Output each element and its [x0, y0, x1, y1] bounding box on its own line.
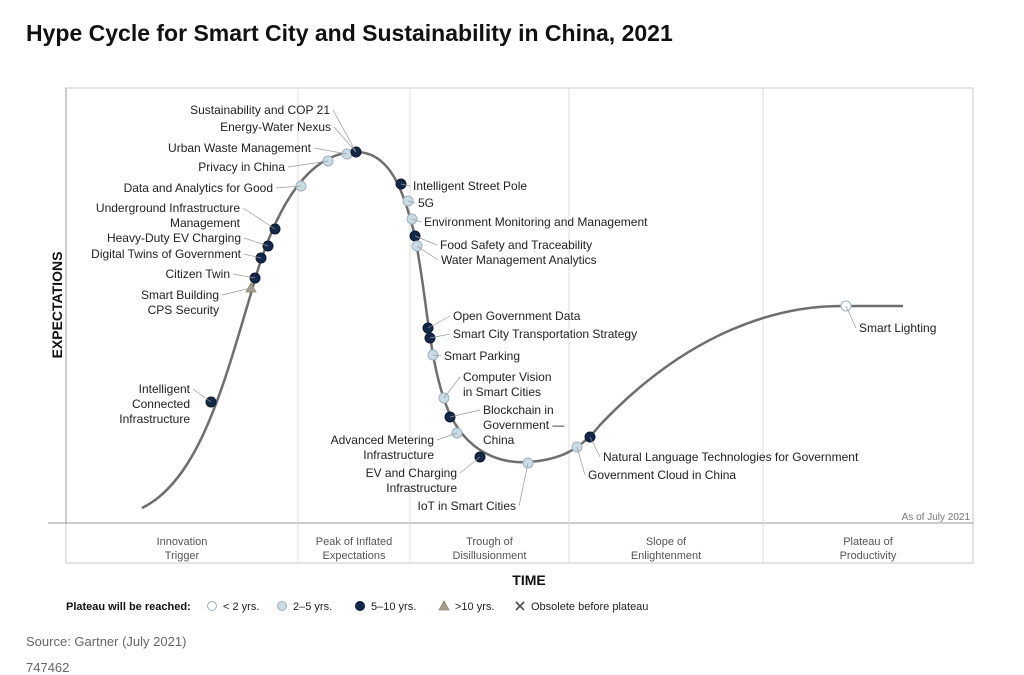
- technology-label-line: Smart Building: [141, 288, 219, 302]
- technology-leader-line: [432, 354, 442, 357]
- technology-label-line: Computer Vision: [463, 370, 552, 384]
- technology-leader-line: [275, 185, 302, 189]
- legend-title: Plateau will be reached:: [66, 601, 191, 613]
- phase-label: Innovation: [157, 536, 208, 548]
- technology-label-line: Sustainability and COP 21: [190, 103, 330, 117]
- technology-leader-line: [243, 237, 269, 247]
- technology-label-line: EV and Charging: [366, 466, 457, 480]
- phase-label: Expectations: [323, 550, 386, 562]
- technology-leader-line: [845, 305, 857, 329]
- technology-leader-line: [243, 253, 262, 259]
- technology-marker: [245, 282, 257, 293]
- technology-label-line: Data and Analytics for Good: [124, 181, 273, 195]
- technology-leader-line: [449, 409, 481, 418]
- technology-label-line: Privacy in China: [198, 160, 285, 174]
- legend-marker: [438, 600, 450, 611]
- technology-label-line: Smart Parking: [444, 349, 520, 363]
- legend-label: 5–10 yrs.: [371, 601, 416, 613]
- legend-label: Obsolete before plateau: [531, 601, 648, 613]
- technology-leader-line: [332, 109, 357, 153]
- technology-label-line: Open Government Data: [453, 309, 581, 323]
- technology-label-line: Blockchain in: [483, 403, 554, 417]
- technology-leader-line: [443, 376, 461, 399]
- technology-leader-line: [414, 235, 438, 246]
- phase-label: Productivity: [840, 550, 897, 562]
- technology-label-line: Environment Monitoring and Management: [424, 215, 648, 229]
- legend-marker: [355, 601, 365, 611]
- phase-label: Enlightenment: [631, 550, 701, 562]
- technology-leader-line: [411, 218, 422, 223]
- phase-label: Peak of Inflated: [316, 536, 392, 548]
- technology-leader-line: [221, 287, 252, 296]
- technology-label-line: Infrastructure: [119, 412, 190, 426]
- phase-label: Disillusionment: [453, 550, 527, 562]
- technology-leader-line: [436, 432, 458, 441]
- technology-label-line: CPS Security: [148, 303, 219, 317]
- technology-label-line: Connected: [132, 397, 190, 411]
- phase-label: Trigger: [165, 550, 200, 562]
- technology-leader-line: [589, 436, 601, 458]
- legend-label: < 2 yrs.: [223, 601, 259, 613]
- figure-id: 747462: [26, 660, 70, 675]
- technology-leader-line: [427, 315, 451, 329]
- technology-label-line: Digital Twins of Government: [91, 247, 242, 261]
- technology-leader-line: [429, 333, 451, 339]
- technology-label-line: Smart City Transportation Strategy: [453, 327, 637, 341]
- technology-leader-line: [287, 160, 329, 168]
- phase-label: Slope of: [646, 536, 687, 548]
- technology-leader-line: [518, 462, 529, 507]
- technology-label-line: Natural Language Technologies for Govern…: [603, 450, 859, 464]
- technology-label-line: Infrastructure: [386, 481, 457, 495]
- technology-label-line: Water Management Analytics: [441, 253, 597, 267]
- technology-leader-line: [192, 388, 212, 403]
- as-of-note: As of July 2021: [902, 512, 971, 523]
- legend-marker: [207, 601, 217, 611]
- technology-label-line: Food Safety and Traceability: [440, 238, 592, 252]
- technology-label-line: Underground Infrastructure: [96, 201, 240, 215]
- technology-label-line: 5G: [418, 196, 434, 210]
- technology-leader-line: [459, 456, 481, 474]
- technology-leader-line: [400, 183, 411, 187]
- phase-label: Trough of: [466, 536, 514, 548]
- technology-leader-line: [232, 273, 256, 279]
- technology-label-line: Smart Lighting: [859, 321, 936, 335]
- technology-label-line: Citizen Twin: [166, 267, 230, 281]
- phase-label: Plateau of: [843, 536, 893, 548]
- technology-leader-line: [333, 126, 357, 153]
- technology-label-line: Urban Waste Management: [168, 141, 312, 155]
- technology-label-line: Government —: [483, 418, 564, 432]
- technology-label-line: Energy-Water Nexus: [220, 120, 331, 134]
- legend-marker: [515, 601, 525, 611]
- source-note: Source: Gartner (July 2021): [26, 634, 187, 649]
- technology-leader-line: [416, 245, 439, 261]
- technology-label-line: Advanced Metering: [331, 433, 434, 447]
- legend-marker: [277, 601, 287, 611]
- technology-label-line: Management: [170, 216, 241, 230]
- technology-leader-line: [313, 147, 348, 155]
- legend-label: 2–5 yrs.: [293, 601, 332, 613]
- technology-label-line: China: [483, 433, 515, 447]
- technology-label-line: Intelligent Street Pole: [413, 179, 527, 193]
- legend-label: >10 yrs.: [455, 601, 494, 613]
- technology-label-line: IoT in Smart Cities: [418, 499, 516, 513]
- y-axis-title: EXPECTATIONS: [49, 252, 65, 359]
- technology-label-line: Infrastructure: [363, 448, 434, 462]
- technology-label-line: in Smart Cities: [463, 385, 541, 399]
- technology-leader-line: [407, 200, 416, 204]
- technology-label-line: Government Cloud in China: [588, 468, 736, 482]
- technology-label-line: Heavy-Duty EV Charging: [107, 231, 241, 245]
- x-axis-title: TIME: [512, 572, 545, 588]
- technology-leader-line: [242, 207, 276, 230]
- technology-label-line: Intelligent: [139, 382, 191, 396]
- technology-leader-line: [576, 446, 586, 476]
- chart-title: Hype Cycle for Smart City and Sustainabi…: [26, 20, 673, 46]
